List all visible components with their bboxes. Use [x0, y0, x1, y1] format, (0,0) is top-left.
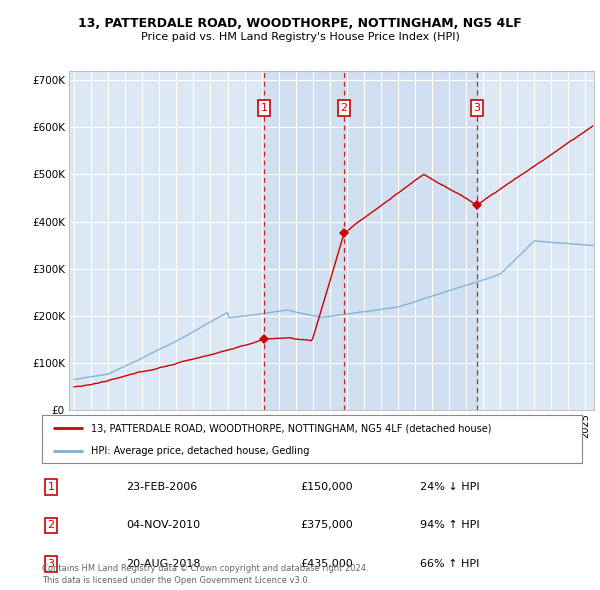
Text: 2: 2 — [47, 520, 55, 530]
Text: 1: 1 — [47, 482, 55, 492]
Text: Price paid vs. HM Land Registry's House Price Index (HPI): Price paid vs. HM Land Registry's House … — [140, 32, 460, 42]
Text: 23-FEB-2006: 23-FEB-2006 — [126, 482, 197, 492]
Text: 3: 3 — [473, 103, 481, 113]
Text: 1: 1 — [260, 103, 268, 113]
Text: HPI: Average price, detached house, Gedling: HPI: Average price, detached house, Gedl… — [91, 446, 309, 456]
Bar — [264, 71, 477, 410]
Text: £375,000: £375,000 — [300, 520, 353, 530]
Text: Contains HM Land Registry data © Crown copyright and database right 2024.
This d: Contains HM Land Registry data © Crown c… — [42, 565, 368, 585]
Text: 13, PATTERDALE ROAD, WOODTHORPE, NOTTINGHAM, NG5 4LF (detached house): 13, PATTERDALE ROAD, WOODTHORPE, NOTTING… — [91, 423, 491, 433]
Text: 2: 2 — [341, 103, 347, 113]
Text: 94% ↑ HPI: 94% ↑ HPI — [420, 520, 479, 530]
Text: £435,000: £435,000 — [300, 559, 353, 569]
Text: 13, PATTERDALE ROAD, WOODTHORPE, NOTTINGHAM, NG5 4LF: 13, PATTERDALE ROAD, WOODTHORPE, NOTTING… — [78, 17, 522, 30]
Text: 66% ↑ HPI: 66% ↑ HPI — [420, 559, 479, 569]
Text: 20-AUG-2018: 20-AUG-2018 — [126, 559, 200, 569]
Text: 04-NOV-2010: 04-NOV-2010 — [126, 520, 200, 530]
Text: £150,000: £150,000 — [300, 482, 353, 492]
Text: 24% ↓ HPI: 24% ↓ HPI — [420, 482, 479, 492]
Text: 3: 3 — [47, 559, 55, 569]
